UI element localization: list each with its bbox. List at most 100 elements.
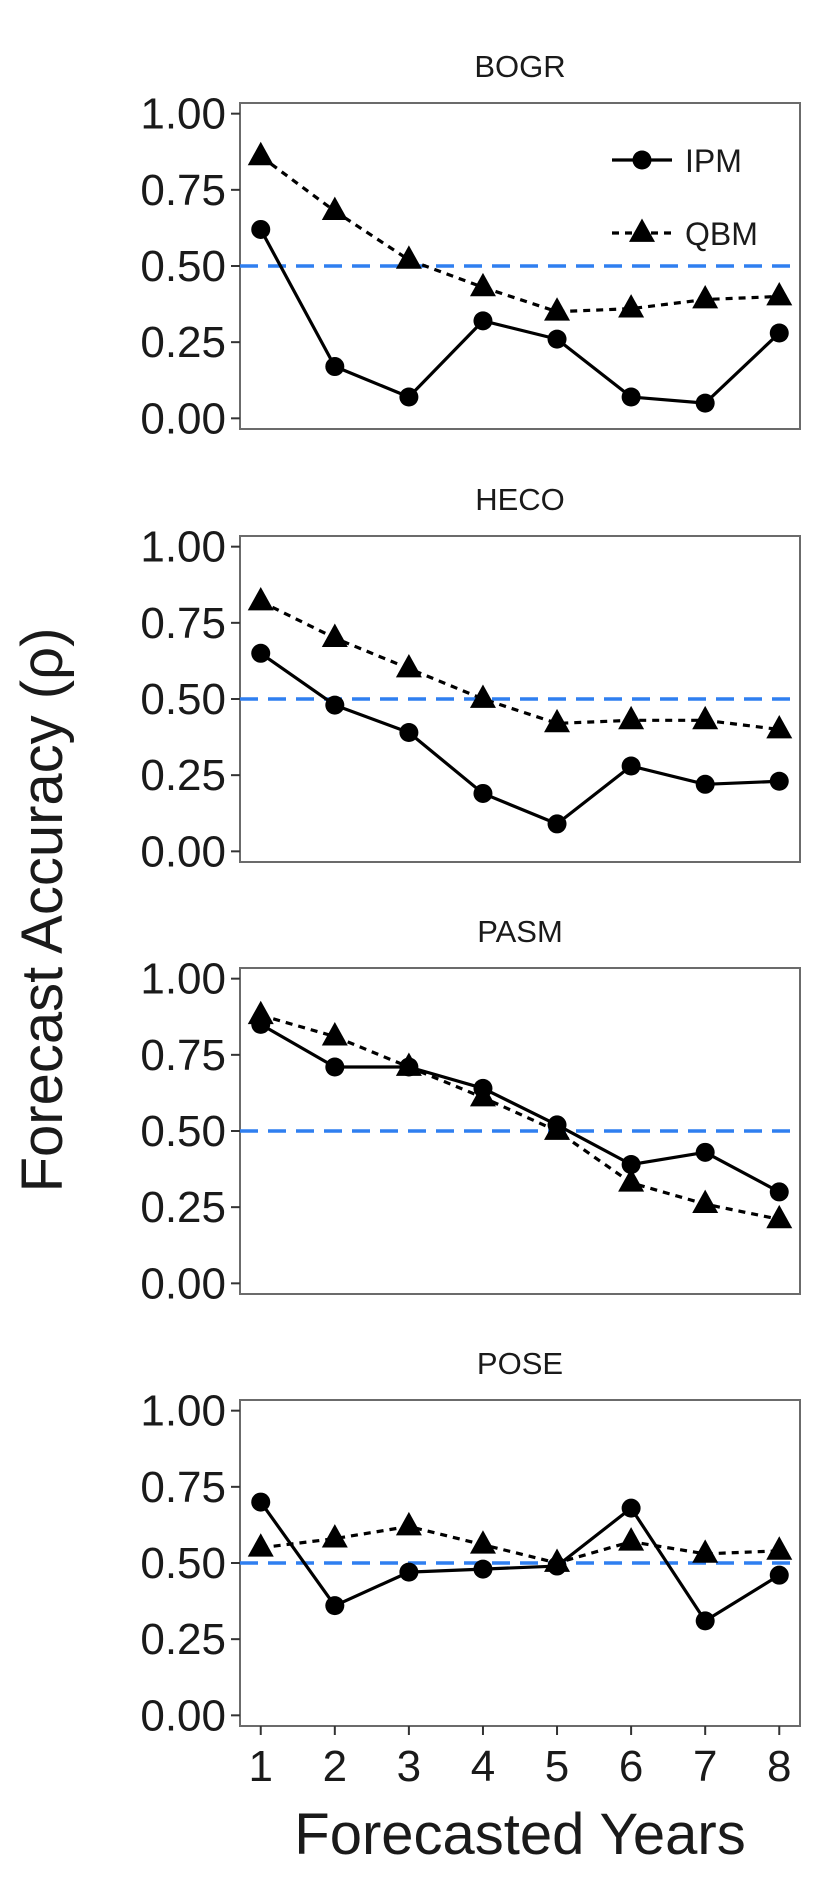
y-tick-label: 1.00 [140,90,226,139]
data-point-qbm [692,285,719,309]
data-point-qbm [395,1511,422,1536]
y-tick-label: 0.00 [140,394,226,443]
x-tick-label: 3 [397,1742,421,1791]
y-tick-label: 0.25 [140,751,226,800]
y-tick-label: 0.00 [140,1259,226,1308]
data-point-ipm [695,774,715,794]
data-point-qbm [395,1052,422,1076]
legend-label-qbm: QBM [685,216,758,252]
data-point-qbm [395,245,422,269]
data-point-qbm [544,297,571,321]
panel-title: POSE [477,1346,563,1381]
panel-title: PASM [477,914,563,949]
y-tick-label: 0.75 [140,166,226,215]
panel-bogr: BOGR 0.00 0.25 0.50 0.75 1.00 [140,49,801,443]
y-tick-label: 0.25 [140,1615,226,1664]
data-point-qbm [618,1527,645,1551]
data-point-qbm [395,654,422,678]
data-point-qbm [247,586,274,611]
x-tick-label: 5 [545,1742,569,1791]
y-tick-label: 1.00 [140,1387,226,1436]
data-point-qbm [247,1533,274,1557]
data-point-qbm [469,1530,496,1554]
data-point-ipm [399,1562,419,1582]
data-point-qbm [766,1536,793,1560]
legend-label-ipm: IPM [685,143,742,179]
y-tick-label: 0.75 [140,1031,226,1080]
data-point-qbm [247,141,274,166]
y-tick-label: 0.00 [140,1691,226,1740]
data-point-qbm [618,705,645,730]
series-line-qbm [260,1524,780,1565]
data-point-qbm [469,1082,496,1107]
data-point-ipm [547,814,567,834]
y-tick-label: 0.50 [140,1539,226,1588]
series-line-qbm [260,1013,780,1221]
y-tick-label: 0.25 [140,1183,226,1232]
x-axis: 1 2 3 4 5 6 7 8 [248,1726,792,1791]
data-point-qbm [321,623,348,647]
x-tick-label: 1 [248,1742,272,1791]
data-point-ipm [769,1565,789,1585]
data-point-ipm [621,387,641,407]
y-tick-label: 0.00 [140,827,226,876]
data-point-ipm [769,323,789,343]
data-point-ipm [325,1057,345,1077]
data-point-ipm [695,393,715,413]
data-point-ipm [769,771,789,791]
y-tick-label: 0.50 [140,675,226,724]
chart-panels: BOGR 0.00 0.25 0.50 0.75 1.00 HECO 0.00 0.25 0.50… [140,49,801,1740]
data-point-ipm [399,387,419,407]
legend: IPM QBM [612,143,758,252]
data-point-ipm [621,756,641,776]
data-point-ipm [621,1155,641,1175]
y-tick-label: 0.75 [140,599,226,648]
y-tick-label: 0.25 [140,318,226,367]
data-point-ipm [769,1182,789,1202]
x-tick-label: 8 [767,1742,791,1791]
y-tick-label: 1.00 [140,955,226,1004]
data-point-qbm [247,1000,274,1025]
legend-key-circle [632,150,652,170]
data-point-ipm [251,1492,271,1512]
data-point-ipm [473,1559,493,1579]
data-point-ipm [399,723,419,743]
y-tick-label: 0.50 [140,242,226,291]
data-point-qbm [692,1539,719,1563]
y-tick-label: 0.50 [140,1107,226,1156]
panel-pose: POSE 0.00 0.25 0.50 0.75 1.00 [140,1346,801,1740]
data-point-ipm [695,1142,715,1162]
data-point-ipm [473,311,493,331]
data-point-ipm [473,783,493,803]
panel-heco: HECO 0.00 0.25 0.50 0.75 1.00 [140,482,801,876]
panel-title: BOGR [474,49,565,84]
data-point-ipm [325,1596,345,1616]
series-line-qbm [260,600,780,732]
data-point-ipm [251,643,271,663]
data-point-qbm [692,705,719,730]
data-point-qbm [766,1204,793,1229]
data-point-qbm [692,1189,719,1214]
data-point-qbm [766,281,793,306]
data-point-qbm [321,1524,348,1548]
data-point-ipm [621,1498,641,1518]
series-line-ipm [259,1501,781,1623]
data-point-qbm [469,684,496,708]
data-point-qbm [321,196,348,221]
series-line-ipm [259,1022,781,1194]
y-axis-title: Forecast Accuracy (ρ) [10,628,75,1193]
data-point-ipm [251,219,271,239]
data-point-qbm [618,294,645,318]
data-point-ipm [547,329,567,349]
data-point-ipm [325,695,345,715]
y-tick-label: 1.00 [140,523,226,572]
x-tick-label: 7 [693,1742,717,1791]
y-tick-label: 0.75 [140,1463,226,1512]
data-point-ipm [695,1611,715,1631]
data-point-ipm [325,357,345,377]
data-point-qbm [321,1022,348,1046]
data-point-qbm [544,708,571,733]
x-tick-label: 4 [471,1742,495,1791]
data-point-qbm [469,272,496,297]
